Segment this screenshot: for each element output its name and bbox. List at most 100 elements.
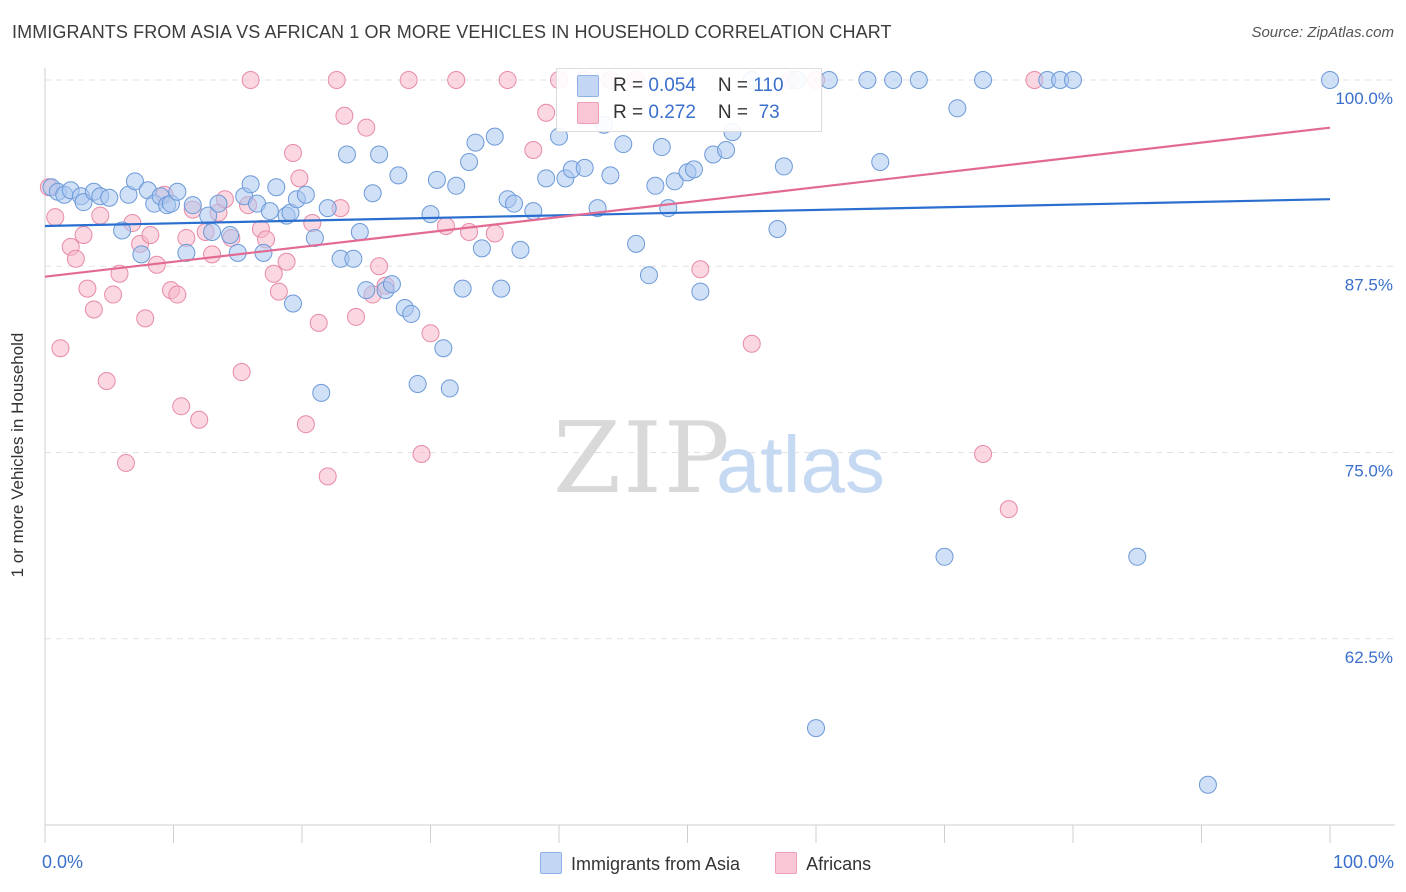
y-tick-label: 87.5% <box>1345 275 1393 294</box>
data-point <box>232 363 251 382</box>
series-africans <box>39 71 1044 519</box>
data-point <box>284 294 303 313</box>
data-point <box>399 71 418 89</box>
data-point <box>100 188 119 207</box>
data-point <box>524 202 543 221</box>
data-point <box>51 339 70 358</box>
data-point <box>774 157 793 176</box>
data-point <box>303 214 322 233</box>
data-point <box>337 145 356 164</box>
data-point <box>974 444 993 463</box>
data-point <box>1321 71 1339 89</box>
data-point <box>1128 547 1147 566</box>
data-point <box>389 166 408 185</box>
data-point <box>132 245 151 264</box>
data-point <box>357 281 376 300</box>
data-point <box>116 453 135 472</box>
x-tick-min: 0.0% <box>42 852 84 872</box>
data-point <box>485 127 504 146</box>
data-point <box>221 225 240 244</box>
data-point <box>646 176 665 195</box>
data-point <box>125 172 144 191</box>
correlation-legend: R = 0.054 N = 110 R = 0.272 N = 73 <box>556 68 822 132</box>
data-point <box>382 275 401 294</box>
legend-label-asia: Immigrants from Asia <box>571 854 741 874</box>
data-point <box>209 194 228 213</box>
data-point <box>434 339 453 358</box>
data-point <box>935 547 954 566</box>
data-point <box>296 185 315 204</box>
data-point <box>183 196 202 215</box>
data-point <box>601 166 620 185</box>
data-point <box>999 500 1018 519</box>
x-tick-max: 100.0% <box>1332 852 1394 872</box>
data-point <box>296 415 315 434</box>
data-point <box>172 397 191 416</box>
r-label: R = <box>613 102 649 124</box>
data-point <box>1064 71 1082 89</box>
data-point <box>267 178 286 197</box>
data-point <box>346 307 365 326</box>
data-point <box>46 208 65 227</box>
data-point <box>335 106 354 125</box>
grid <box>45 79 1395 640</box>
data-point <box>113 221 132 240</box>
source-label: Source: ZipAtlas.com <box>1251 24 1394 41</box>
data-point <box>91 206 110 225</box>
data-point <box>241 175 260 194</box>
data-point <box>485 224 504 243</box>
data-point <box>290 169 309 188</box>
data-point <box>78 279 97 298</box>
data-point <box>511 240 530 259</box>
data-point <box>948 99 967 118</box>
data-point <box>460 152 479 171</box>
data-point <box>309 313 328 332</box>
legend-item-africans[interactable]: Africans <box>775 852 871 875</box>
data-point <box>412 444 431 463</box>
data-point <box>370 257 389 276</box>
data-point <box>884 71 903 89</box>
data-point <box>402 304 421 323</box>
data-point <box>819 71 838 89</box>
data-point <box>141 225 160 244</box>
data-point <box>627 234 646 253</box>
r-value-asia: 0.054 <box>648 75 696 97</box>
data-point <box>492 279 511 298</box>
data-point <box>466 133 485 152</box>
data-point <box>537 169 556 188</box>
data-point <box>74 225 93 244</box>
n-label: N = <box>717 102 754 124</box>
watermark-atlas: atlas <box>716 420 885 509</box>
data-point <box>453 279 472 298</box>
data-point <box>168 285 187 304</box>
data-point <box>203 222 222 241</box>
data-point <box>344 249 363 268</box>
data-point <box>203 245 222 264</box>
legend-item-asia[interactable]: Immigrants from Asia <box>540 852 740 875</box>
data-point <box>974 71 993 89</box>
data-point <box>742 334 761 353</box>
data-point <box>318 199 337 218</box>
data-point <box>909 71 928 89</box>
trend-line-asia <box>44 198 1331 228</box>
data-point <box>241 71 260 89</box>
trend-lines <box>44 126 1331 278</box>
data-point <box>447 71 466 89</box>
n-value-asia: 110 <box>753 75 784 97</box>
data-point <box>327 71 346 89</box>
data-point <box>575 158 594 177</box>
data-point <box>408 374 427 393</box>
data-point <box>447 176 466 195</box>
data-point <box>66 249 85 268</box>
chart-title: IMMIGRANTS FROM ASIA VS AFRICAN 1 OR MOR… <box>12 22 892 42</box>
data-point <box>357 118 376 137</box>
data-point <box>639 266 658 285</box>
data-point <box>136 309 155 328</box>
data-point <box>318 467 337 486</box>
data-point <box>717 141 736 160</box>
data-point <box>440 379 459 398</box>
data-point <box>524 141 543 160</box>
series-asia <box>42 71 1339 794</box>
